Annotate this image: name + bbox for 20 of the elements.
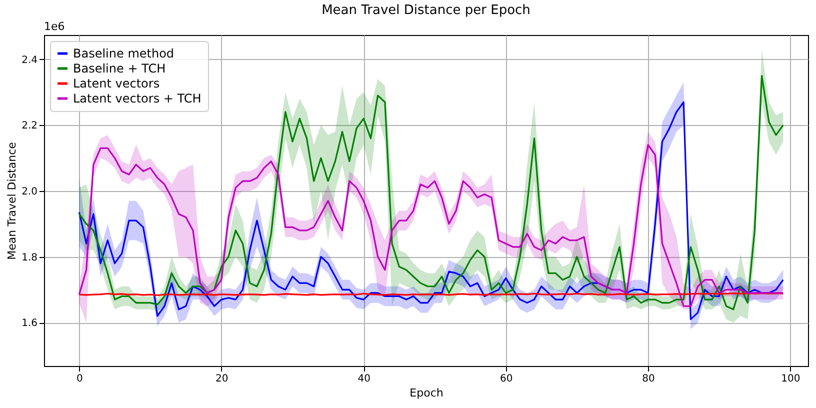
y-tick-label: 1.8: [22, 252, 38, 264]
y-tick-label: 2.2: [22, 120, 38, 132]
x-tick-label: 100: [781, 374, 800, 384]
x-tick-label: 40: [358, 374, 370, 384]
text: 1e6: [44, 20, 65, 33]
y-tick-label: 2.4: [22, 54, 38, 66]
legend-label: Baseline + TCH: [73, 62, 166, 76]
y-axis-title: Mean Travel Distance: [6, 142, 19, 260]
legend-label: Latent vectors: [73, 76, 160, 90]
legend-label: Baseline method: [73, 46, 174, 60]
x-tick-label: 60: [500, 374, 513, 384]
chart-title: Mean Travel Distance per Epoch: [322, 3, 530, 18]
line-series: [78, 144, 784, 307]
y-tick-label: 2.0: [22, 186, 38, 198]
y-tick-label: 1.6: [22, 318, 38, 330]
x-tick-label: 80: [642, 374, 655, 384]
x-axis-title: Epoch: [410, 386, 444, 400]
x-tick-label: 0: [76, 374, 83, 384]
x-tick-label: 20: [216, 374, 228, 384]
legend-label: Latent vectors + TCH: [73, 92, 202, 106]
